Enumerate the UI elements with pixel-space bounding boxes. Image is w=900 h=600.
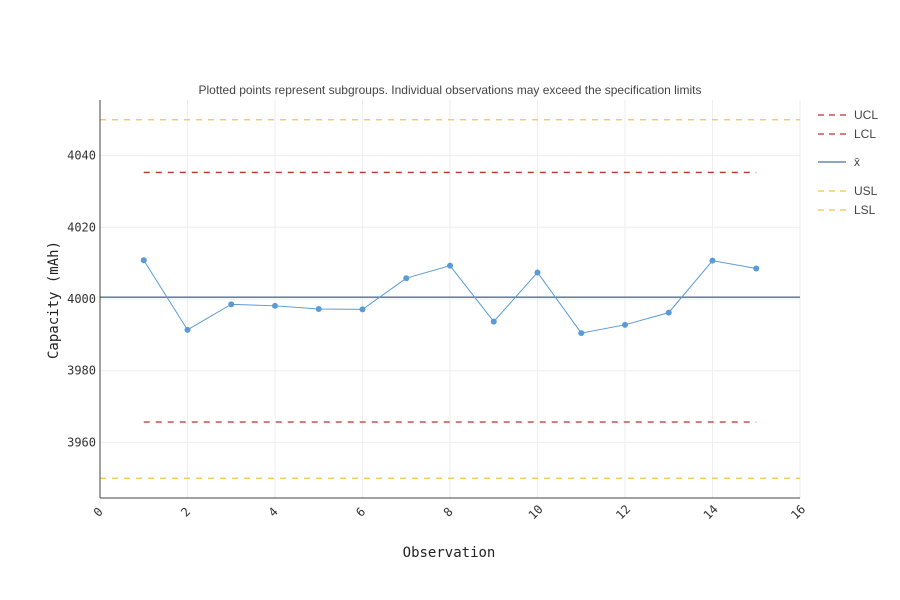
- data-point: [315, 306, 322, 313]
- axes: [99, 100, 800, 499]
- legend-label-lsl: LSL: [854, 203, 876, 217]
- x-tick-label: 14: [701, 502, 721, 522]
- legend: UCL LCL x̄ USL LSL: [818, 108, 878, 217]
- data-point: [403, 275, 410, 282]
- x-tick-label: 2: [178, 505, 193, 520]
- x-axis-title: Observation: [403, 545, 496, 561]
- x-tick-label: 16: [788, 502, 808, 522]
- y-tick-label: 3960: [67, 435, 96, 449]
- x-tick-label: 10: [526, 502, 546, 522]
- y-tick-label: 4020: [67, 220, 96, 234]
- grid-lines: [99, 100, 801, 498]
- tick-labels: 0 2 4 6 8 10 12 14 16 3960 3980 4000 4020 4040: [67, 149, 808, 523]
- y-tick-label: 4000: [67, 292, 96, 306]
- y-tick-label: 3980: [67, 364, 96, 378]
- y-tick-label: 4040: [67, 149, 96, 163]
- data-point: [228, 301, 235, 308]
- data-point: [359, 306, 366, 313]
- data-point: [490, 318, 497, 325]
- data-point: [272, 302, 278, 309]
- data-point: [665, 309, 672, 316]
- x-tick-label: 6: [353, 505, 368, 520]
- data-point: [622, 321, 628, 328]
- legend-label-usl: USL: [854, 184, 878, 198]
- legend-label-mean: x̄: [854, 155, 860, 169]
- x-tick-label: 12: [613, 502, 633, 522]
- x-tick-label: 8: [441, 505, 456, 520]
- data-point: [184, 326, 191, 333]
- data-point: [534, 269, 541, 276]
- data-point: [140, 257, 147, 264]
- x-tick-label: 0: [91, 505, 106, 520]
- reference-lines: [100, 119, 800, 479]
- chart-title: Plotted points represent subgroups. Indi…: [199, 83, 702, 97]
- data-series: [140, 257, 760, 337]
- y-axis-title: Capacity (mAh): [46, 241, 62, 359]
- data-point: [709, 257, 716, 264]
- data-point: [447, 262, 453, 269]
- data-point: [578, 330, 585, 337]
- data-point: [753, 265, 760, 272]
- x-tick-label: 4: [266, 505, 281, 520]
- legend-label-ucl: UCL: [854, 108, 878, 122]
- legend-label-lcl: LCL: [854, 127, 876, 141]
